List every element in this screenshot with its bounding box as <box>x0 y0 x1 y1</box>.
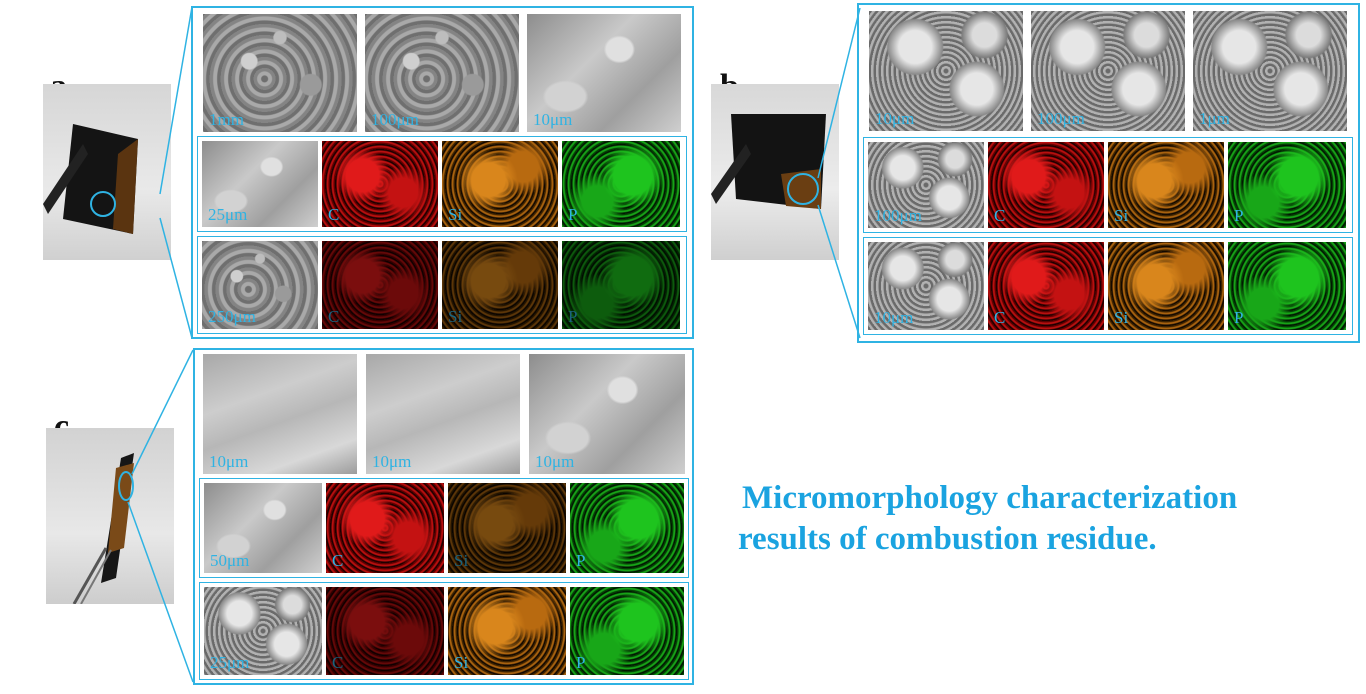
element-label: P <box>576 551 586 570</box>
scale-label: 10μm <box>209 452 249 471</box>
panel-b-row3-p-map: P <box>1228 242 1346 330</box>
element-label: C <box>994 206 1006 225</box>
element-label: Si <box>448 205 463 224</box>
element-label: P <box>568 307 578 326</box>
panel-c-frame: 10μm 10μm 10μm 50μm C Si P 25μm C Si P <box>193 348 694 685</box>
panel-c-row3-p-map: P <box>570 587 684 675</box>
element-label: C <box>332 653 344 672</box>
element-label: Si <box>1114 308 1129 327</box>
scale-label: 10μm <box>535 452 575 471</box>
panel-b-row2-si-map: Si <box>1108 142 1224 228</box>
panel-c-sem-2: 10μm <box>366 354 520 474</box>
element-label: Si <box>454 653 469 672</box>
scale-label: 10μm <box>875 109 915 128</box>
element-label: Si <box>454 551 469 570</box>
panel-a-photo <box>43 84 171 260</box>
caption-line-2: results of combustion residue. <box>738 521 1157 558</box>
panel-a-frame: 1mm 100μm 10μm 25μm C Si P 250μm C Si P <box>191 6 694 339</box>
panel-a-row3-c-map: C <box>322 241 438 329</box>
scale-label: 10μm <box>372 452 412 471</box>
panel-b-row2-c-map: C <box>988 142 1104 228</box>
panel-a-sem-3: 10μm <box>527 14 681 132</box>
element-label: P <box>568 205 578 224</box>
panel-a-sem-2: 100μm <box>365 14 519 132</box>
panel-b-photo <box>711 84 839 260</box>
panel-c-row3-si-map: Si <box>448 587 566 675</box>
element-label: C <box>994 308 1006 327</box>
panel-c-zoom-lines <box>127 349 194 683</box>
element-label: P <box>576 653 586 672</box>
caption-line-1: Micromorphology characterization <box>742 480 1238 516</box>
panel-c-row3-c-map: C <box>326 587 444 675</box>
panel-c-sem-3: 10μm <box>529 354 685 474</box>
panel-c-sem-1: 10μm <box>203 354 357 474</box>
panel-b-sem-1: 10μm <box>869 11 1023 131</box>
panel-c-row2-p-map: P <box>570 483 684 573</box>
scale-label: 1μm <box>1199 109 1230 128</box>
panel-a-row3-p-map: P <box>562 241 680 329</box>
scale-label: 10μm <box>874 308 914 327</box>
panel-a-row3: 250μm C Si P <box>197 236 687 334</box>
panel-b-sem-2: 100μm <box>1031 11 1185 131</box>
scale-label: 25μm <box>208 205 248 224</box>
panel-c-row2-sem: 50μm <box>204 483 322 573</box>
element-label: Si <box>448 307 463 326</box>
panel-c-row2-si-map: Si <box>448 483 566 573</box>
panel-b-row3: 10μm C Si P <box>863 237 1353 335</box>
panel-b-row3-sem: 10μm <box>868 242 984 330</box>
panel-a-row2-sem: 25μm <box>202 141 318 227</box>
scale-label: 100μm <box>371 110 419 129</box>
panel-a-zoom-lines <box>159 6 193 339</box>
panel-c-row2-c-map: C <box>326 483 444 573</box>
scale-label: 1mm <box>209 110 244 129</box>
element-label: C <box>328 307 340 326</box>
panel-c-row2: 50μm C Si P <box>199 478 689 578</box>
scale-label: 50μm <box>210 551 250 570</box>
panel-a-row2: 25μm C Si P <box>197 136 687 232</box>
scale-label: 100μm <box>1037 109 1085 128</box>
element-label: C <box>332 551 344 570</box>
figure-caption: Micromorphology characterization results… <box>738 478 1338 561</box>
panel-b-row3-c-map: C <box>988 242 1104 330</box>
scale-label: 100μm <box>874 206 922 225</box>
scale-label: 250μm <box>208 307 256 326</box>
element-label: C <box>328 205 340 224</box>
panel-b-sem-3: 1μm <box>1193 11 1347 131</box>
panel-a-row2-c-map: C <box>322 141 438 227</box>
panel-a-row2-si-map: Si <box>442 141 558 227</box>
panel-b-row2-sem: 100μm <box>868 142 984 228</box>
panel-c-photo <box>46 428 174 604</box>
panel-b-row2-p-map: P <box>1228 142 1346 228</box>
panel-a-row3-sem: 250μm <box>202 241 318 329</box>
element-label: Si <box>1114 206 1129 225</box>
panel-a-row2-p-map: P <box>562 141 680 227</box>
scale-label: 10μm <box>533 110 573 129</box>
element-label: P <box>1234 308 1244 327</box>
panel-a-sem-1: 1mm <box>203 14 357 132</box>
panel-b-row2: 100μm C Si P <box>863 137 1353 233</box>
panel-b-row3-si-map: Si <box>1108 242 1224 330</box>
panel-c-row3-sem: 25μm <box>204 587 322 675</box>
panel-b-frame: 10μm 100μm 1μm 100μm C Si P 10μm C Si P <box>857 3 1360 343</box>
panel-c-row3: 25μm C Si P <box>199 582 689 680</box>
scale-label: 25μm <box>210 653 250 672</box>
element-label: P <box>1234 206 1244 225</box>
panel-a-row3-si-map: Si <box>442 241 558 329</box>
panel-b-zoom-lines <box>817 7 861 339</box>
